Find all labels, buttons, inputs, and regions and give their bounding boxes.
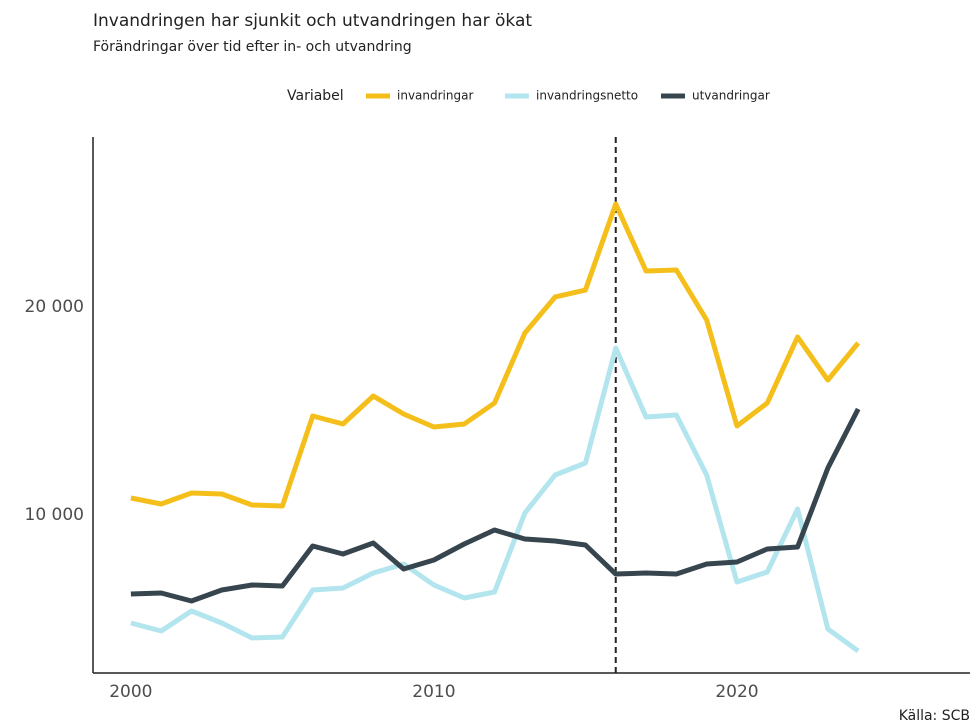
x-tick-label: 2010 xyxy=(412,682,455,702)
x-tick-label: 2000 xyxy=(109,682,152,702)
chart-title: Invandringen har sjunkit och utvandringe… xyxy=(93,11,532,31)
series-line xyxy=(130,407,861,604)
legend-label: invandringsnetto xyxy=(536,89,638,103)
x-tick-label: 2020 xyxy=(715,682,758,702)
y-tick-label: 20 000 xyxy=(25,297,84,317)
y-tick-label: 10 000 xyxy=(25,505,84,525)
legend-label: invandringar xyxy=(397,89,473,103)
legend-label: utvandringar xyxy=(692,89,770,103)
source: Källa: SCB xyxy=(899,708,970,724)
chart-subtitle: Förändringar över tid efter in- och utva… xyxy=(93,39,412,55)
series-line xyxy=(130,201,861,509)
legend-title: Variabel xyxy=(287,88,344,104)
series-line xyxy=(130,345,860,654)
